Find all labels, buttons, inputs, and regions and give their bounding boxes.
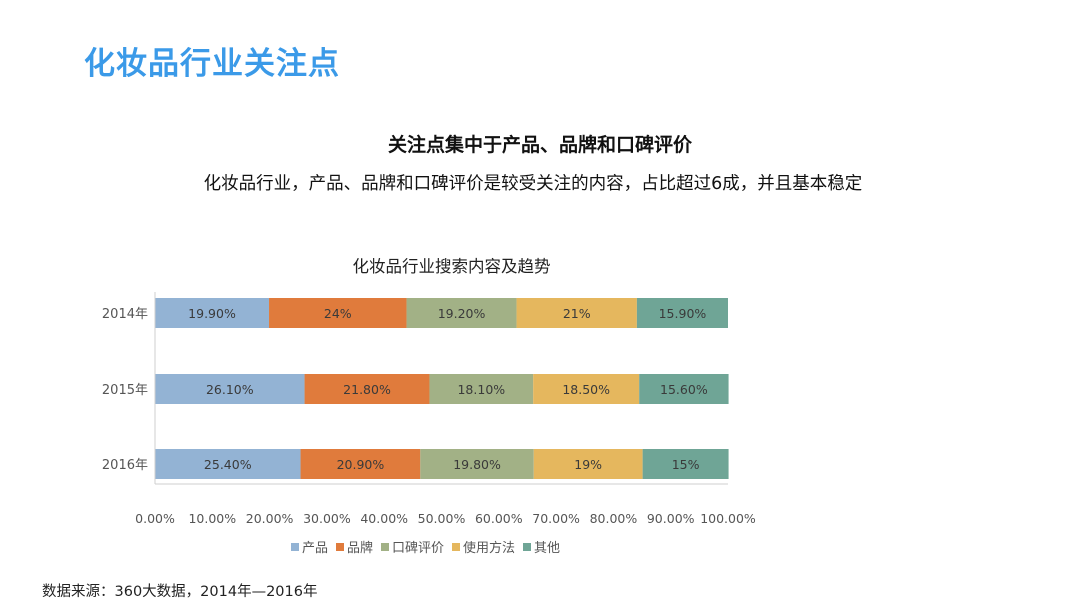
x-tick-label: 70.00%: [532, 511, 580, 526]
x-tick-label: 80.00%: [590, 511, 638, 526]
legend-label: 其他: [534, 541, 560, 556]
data-label: 15.60%: [660, 382, 708, 397]
data-label: 15%: [672, 457, 700, 472]
x-tick-label: 40.00%: [360, 511, 408, 526]
bar-segment: [155, 449, 301, 479]
legend-swatch: [336, 543, 344, 551]
data-label: 19.90%: [188, 306, 236, 321]
bar-segment: [533, 374, 640, 404]
data-label: 20.90%: [337, 457, 385, 472]
chart-title: 化妆品行业搜索内容及趋势: [353, 257, 551, 276]
data-label: 18.10%: [457, 382, 505, 397]
x-tick-label: 10.00%: [188, 511, 236, 526]
data-label: 19.20%: [438, 306, 486, 321]
x-tick-label: 50.00%: [418, 511, 466, 526]
legend-swatch: [452, 543, 460, 551]
bar-segment: [636, 298, 728, 328]
data-label: 18.50%: [562, 382, 610, 397]
headline: 关注点集中于产品、品牌和口碑评价: [387, 134, 692, 156]
data-label: 15.90%: [659, 306, 707, 321]
bar-segment: [300, 449, 421, 479]
legend-swatch: [381, 543, 389, 551]
bar-segment: [642, 449, 729, 479]
bar-segment: [420, 449, 534, 479]
bar-segment: [639, 374, 729, 404]
bar-segment: [429, 374, 534, 404]
x-tick-label: 30.00%: [303, 511, 351, 526]
legend-swatch: [523, 543, 531, 551]
data-label: 26.10%: [206, 382, 254, 397]
bar-segment: [516, 298, 637, 328]
slide-title: 化妆品行业关注点: [84, 46, 340, 82]
data-label: 19%: [574, 457, 602, 472]
bar-segment: [304, 374, 430, 404]
data-label: 21%: [563, 306, 591, 321]
category-label: 2014年: [102, 307, 148, 322]
bar-segment: [155, 374, 305, 404]
bar-segment: [406, 298, 517, 328]
data-label: 25.40%: [204, 457, 252, 472]
legend-swatch: [291, 543, 299, 551]
x-tick-label: 90.00%: [647, 511, 695, 526]
data-source-note: 数据来源：360大数据，2014年—2016年: [42, 584, 318, 600]
bar-segment: [533, 449, 643, 479]
subline: 化妆品行业，产品、品牌和口碑评价是较受关注的内容，占比超过6成，并且基本稳定: [203, 174, 863, 194]
data-label: 19.80%: [453, 457, 501, 472]
legend-label: 产品: [302, 541, 328, 556]
bar-segment: [155, 298, 270, 328]
x-tick-label: 20.00%: [246, 511, 294, 526]
legend-label: 口碑评价: [392, 540, 444, 556]
data-label: 24%: [324, 306, 352, 321]
bar-segment: [269, 298, 407, 328]
legend-label: 使用方法: [463, 540, 515, 556]
x-tick-label: 0.00%: [135, 511, 175, 526]
category-label: 2016年: [102, 458, 148, 473]
category-label: 2015年: [102, 383, 148, 398]
x-tick-label: 100.00%: [700, 511, 756, 526]
x-tick-label: 60.00%: [475, 511, 523, 526]
legend-label: 品牌: [347, 540, 373, 556]
data-label: 21.80%: [343, 382, 391, 397]
